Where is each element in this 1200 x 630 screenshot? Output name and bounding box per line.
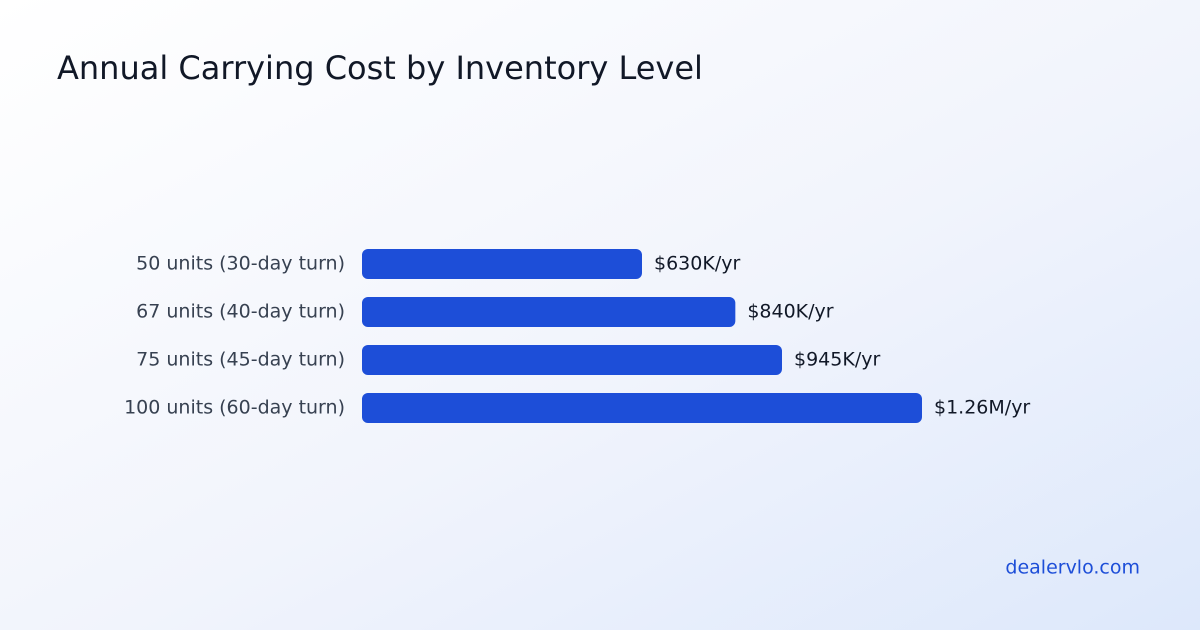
- footer-link: dealervlo.com: [1005, 557, 1140, 579]
- bar: [362, 249, 642, 279]
- category-label: 75 units (45-day turn): [136, 349, 345, 371]
- value-label: $1.26M/yr: [934, 397, 1030, 419]
- bar: [362, 393, 922, 423]
- bar: [362, 297, 736, 327]
- category-label: 67 units (40-day turn): [136, 301, 345, 323]
- bar: [362, 345, 782, 375]
- chart-title: Annual Carrying Cost by Inventory Level: [57, 49, 703, 87]
- value-label: $945K/yr: [794, 349, 880, 371]
- category-label: 50 units (30-day turn): [136, 253, 345, 275]
- value-label: $630K/yr: [654, 253, 740, 275]
- category-label: 100 units (60-day turn): [124, 397, 345, 419]
- value-label: $840K/yr: [747, 301, 833, 323]
